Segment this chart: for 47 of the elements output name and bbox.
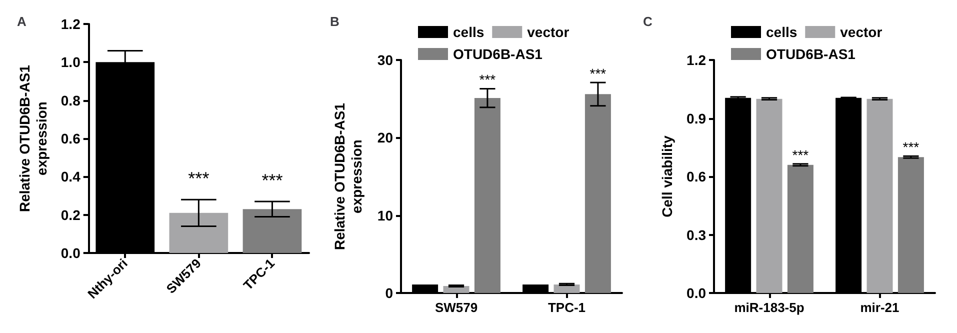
legend-label: cells: [766, 24, 798, 40]
bar: [242, 209, 302, 253]
legend-label: cells: [453, 24, 484, 40]
data-label: ***: [479, 72, 496, 88]
y-tick-label: 20: [377, 130, 394, 146]
x-tick-label: SW579: [434, 300, 478, 315]
y-axis-title: Cell viability: [659, 135, 676, 218]
bar: [866, 98, 893, 293]
bar: [787, 164, 814, 293]
y-tick-label: 0.4: [60, 168, 81, 185]
bar: [756, 98, 782, 293]
y-tick-label: 0.8: [60, 92, 81, 108]
chart-title: A: [17, 14, 27, 29]
legend-label: vector: [527, 24, 570, 40]
data-label: ***: [188, 168, 210, 189]
y-axis-title: Relative OTUD6B-AS1 expression: [16, 64, 50, 212]
y-tick-label: 0.6: [60, 130, 81, 146]
y-tick-label: 0: [385, 285, 394, 301]
y-tick-label: 0.6: [686, 168, 706, 184]
chart-title: C: [643, 14, 653, 29]
y-tick-label: 0.2: [60, 206, 81, 223]
y-tick-label: 1.2: [686, 52, 706, 68]
x-tick-label: miR-183-5p: [734, 300, 804, 315]
bar: [169, 212, 228, 253]
x-tick-label: TPC-1: [548, 300, 586, 315]
data-label: ***: [792, 146, 810, 163]
data-label: ***: [590, 66, 607, 82]
bar: [474, 98, 500, 293]
y-tick-label: 0.0: [686, 285, 706, 301]
legend-label: vector: [840, 24, 883, 40]
chart-title: B: [330, 14, 340, 29]
data-label: ***: [902, 139, 920, 156]
x-tick-label: mir-21: [860, 300, 900, 315]
y-axis-title: Relative OTUD6B-AS1 expression: [332, 102, 364, 250]
y-tick-label: 1.2: [60, 16, 81, 32]
y-tick-label: 0.0: [60, 245, 81, 261]
bar: [554, 284, 580, 293]
y-tick-label: 0.3: [686, 226, 706, 243]
y-tick-label: 1.0: [60, 54, 81, 70]
y-tick-label: 10: [377, 207, 394, 224]
legend-label: OTUD6B-AS1: [453, 46, 543, 62]
bar: [584, 94, 611, 293]
y-tick-label: 0.9: [686, 110, 706, 126]
y-tick-label: 30: [377, 52, 394, 68]
data-label: ***: [262, 170, 283, 190]
legend-label: OTUD6B-AS1: [766, 46, 856, 62]
bar: [898, 157, 924, 293]
